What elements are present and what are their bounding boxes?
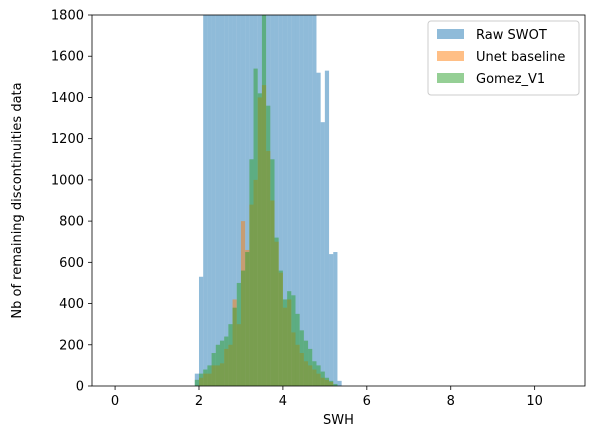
histogram-bar <box>245 252 250 386</box>
histogram-bar <box>219 340 225 386</box>
histogram-bar <box>194 379 199 386</box>
histogram-bar <box>232 307 237 386</box>
histogram-bar <box>245 15 250 386</box>
histogram-bar <box>291 295 296 386</box>
histogram-bar <box>207 15 212 386</box>
histogram-bar <box>215 15 220 386</box>
legend-frame <box>427 20 580 96</box>
histogram-bar <box>287 15 292 386</box>
histogram-bar <box>316 72 321 386</box>
histogram-bar <box>282 299 288 386</box>
histogram-bar <box>324 377 330 386</box>
histogram-bar <box>261 15 267 386</box>
histogram-bar <box>320 371 325 386</box>
histogram-bar <box>312 361 317 386</box>
histogram-bar <box>194 373 199 386</box>
histogram-bar <box>316 365 321 386</box>
x-axis-label: SWH <box>323 413 354 428</box>
histogram-bar <box>207 365 212 386</box>
y-tick-label: 1800 <box>51 9 84 24</box>
histogram-bar <box>266 105 271 386</box>
histogram-bar <box>198 276 204 386</box>
histogram-bar <box>337 380 342 386</box>
histogram-bar <box>270 159 275 386</box>
histogram-bar <box>253 68 258 386</box>
x-tick-label: 4 <box>279 394 287 409</box>
y-tick-label: 0 <box>76 380 84 395</box>
histogram-bar <box>236 15 241 386</box>
histogram-bar <box>211 353 216 386</box>
histogram-bar <box>236 282 241 386</box>
histogram-bar <box>224 15 229 386</box>
x-tick-label: 8 <box>447 394 455 409</box>
histogram-bar <box>278 270 283 386</box>
plot-frame <box>91 14 586 387</box>
y-tick-label: 1000 <box>51 173 84 188</box>
y-tick-label: 200 <box>59 338 84 353</box>
histogram-bar <box>308 15 313 386</box>
histogram-bar <box>257 93 262 387</box>
histogram-bar <box>249 159 254 386</box>
histogram-bar <box>198 373 204 386</box>
y-tick-label: 1200 <box>51 132 84 147</box>
histogram-bar <box>287 291 292 386</box>
y-tick-label: 1400 <box>51 91 84 106</box>
histogram-bar <box>232 15 237 386</box>
histogram-bar <box>274 15 279 386</box>
legend: Raw SWOT Unet baseline Gomez_V1 <box>427 20 580 96</box>
bars-layer <box>194 15 342 387</box>
histogram-bar <box>329 254 334 386</box>
y-tick-label: 600 <box>59 256 84 271</box>
histogram-bar <box>291 15 296 386</box>
histogram-bar <box>224 336 229 386</box>
histogram-bar <box>295 313 300 386</box>
histogram-bar <box>324 70 330 387</box>
histogram-bar <box>308 348 313 386</box>
legend-label: Unet baseline <box>476 50 565 65</box>
y-tick-label: 400 <box>59 297 84 312</box>
y-axis-label: Nb of remaining discontinuities data <box>10 82 25 318</box>
histogram-bar <box>299 330 304 386</box>
histogram-bar <box>295 15 300 386</box>
histogram-bar <box>274 237 279 386</box>
x-tick-label: 10 <box>526 394 543 409</box>
histogram-bar <box>278 15 283 386</box>
histogram-bar <box>240 270 246 386</box>
histogram-bar <box>228 324 233 386</box>
legend-label: Gomez_V1 <box>476 72 545 87</box>
x-tick-label: 6 <box>363 394 371 409</box>
histogram-bar <box>329 380 334 386</box>
histogram-bar <box>228 15 233 386</box>
histogram-bar <box>312 15 317 386</box>
histogram-bar <box>211 15 216 386</box>
y-tick-label: 1600 <box>51 50 84 65</box>
histogram-bar <box>320 122 325 386</box>
legend-swatch <box>437 51 464 61</box>
histogram-bar <box>333 252 338 386</box>
histogram-bar <box>303 340 309 386</box>
histogram-bar <box>203 369 208 386</box>
x-tick-label: 0 <box>111 394 119 409</box>
histogram-bar <box>240 15 246 386</box>
histogram-bar <box>299 15 304 386</box>
legend-label: Raw SWOT <box>476 28 547 43</box>
legend-swatch <box>437 73 464 83</box>
axes-layer: 0 2 4 6 8 10 0 200 400 600 800 1000 1200 1400 1600 1800 <box>51 9 586 409</box>
histogram-bar <box>219 15 225 386</box>
legend-swatch <box>437 29 464 39</box>
histogram-bar <box>203 15 208 386</box>
histogram-bar <box>282 15 288 386</box>
y-tick-label: 800 <box>59 215 84 230</box>
histogram-bar <box>303 15 309 386</box>
series-gomez-v1 <box>194 15 338 387</box>
histogram-bar <box>215 344 220 386</box>
histogram-bar <box>333 383 338 386</box>
x-tick-label: 2 <box>195 394 203 409</box>
